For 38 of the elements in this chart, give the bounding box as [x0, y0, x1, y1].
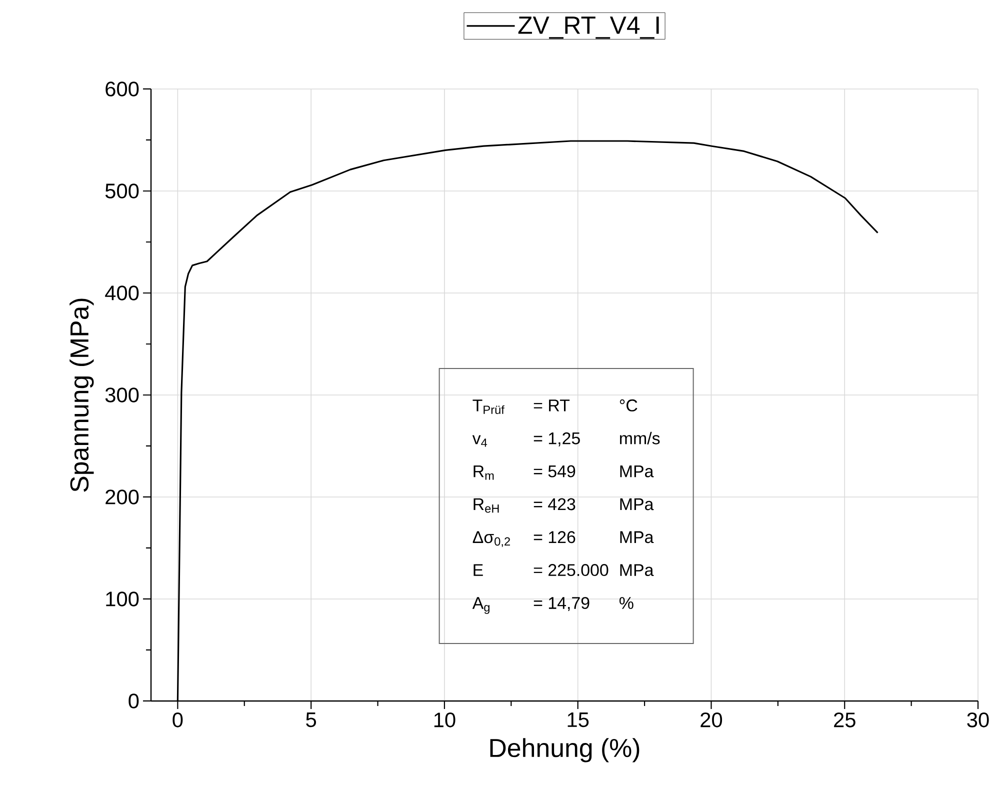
annotation: R$_{eH}$: [474, 498, 499, 513]
x-tick-label: 15: [568, 712, 589, 728]
annotation: MPa: [620, 465, 654, 478]
y-tick-label: 200: [106, 490, 139, 504]
annotation: = 423: [534, 498, 576, 510]
annotation: MPa: [620, 564, 654, 576]
annotation: = RT: [534, 400, 570, 412]
x-tick-label: 0: [172, 712, 183, 728]
annotation: E: [474, 564, 483, 576]
annotation: T$_{Prüf}$: [472, 400, 504, 414]
y-tick-label: 500: [105, 184, 139, 198]
y-tick-label: 300: [105, 388, 139, 402]
annotation: A$_{g}$: [472, 597, 490, 614]
annotation: %: [620, 597, 634, 609]
y-tick-label: 0: [128, 694, 139, 708]
annotation: = 1,25: [534, 432, 580, 446]
annotation: R$_{m}$: [474, 465, 494, 480]
annotation: mm/s: [620, 432, 660, 444]
x-tick-label: 30: [967, 712, 989, 728]
x-axis-title: Dehnung (%): [490, 738, 640, 762]
annotation: MPa: [620, 498, 654, 510]
x-tick-label: 10: [434, 712, 456, 728]
y-tick-label: 400: [105, 286, 139, 300]
annotation: = 126: [534, 531, 576, 544]
x-tick-label: 20: [700, 712, 722, 728]
annotation: v$_{4}$: [472, 435, 488, 447]
annotation: = 225.000: [534, 564, 608, 576]
y-tick-label: 600: [106, 82, 139, 96]
x-tick-label: 5: [306, 712, 316, 728]
y-tick-label: 100: [106, 592, 139, 606]
annotation: Δσ$_{0,2}$: [472, 531, 510, 548]
x-tick-label: 25: [834, 712, 856, 728]
annotation: = 549: [534, 465, 576, 478]
legend-label: ZV_RT_V4_I: [518, 16, 659, 39]
annotation: = 14,79: [534, 596, 590, 611]
y-axis-title: Spannung (MPa): [70, 298, 94, 492]
annotation: MPa: [620, 531, 654, 544]
annotation: °C: [620, 399, 638, 412]
